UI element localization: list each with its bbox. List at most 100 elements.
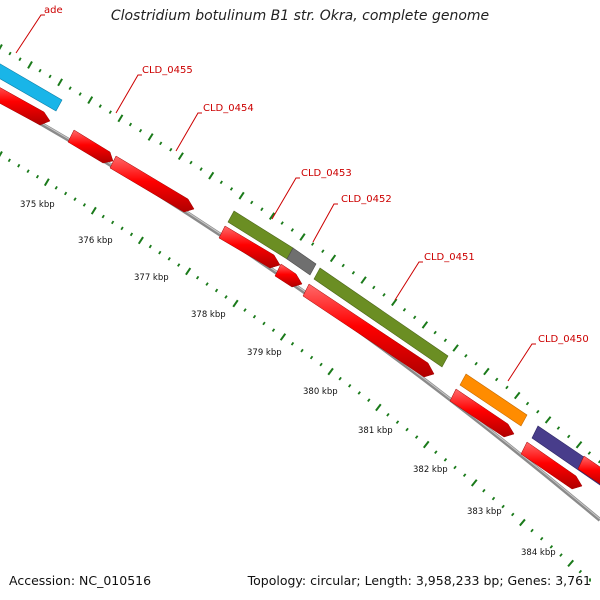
- tick-label: 378 kbp: [191, 310, 226, 320]
- cds-arrow-CLD_0451[interactable]: [302, 283, 435, 378]
- major-tick: [238, 191, 245, 200]
- major-tick: [57, 78, 63, 87]
- minor-tick: [243, 308, 247, 312]
- minor-tick: [224, 295, 228, 299]
- cds-arrow-CLD_0450[interactable]: [449, 388, 515, 438]
- major-tick: [279, 333, 287, 341]
- gene-label-ade: ade: [44, 5, 63, 16]
- minor-tick: [453, 465, 457, 470]
- minor-tick: [98, 104, 102, 108]
- gene-labels: ade CLD_0455 CLD_0454 CLD_0453 CLD_0452 …: [44, 5, 589, 345]
- minor-tick: [433, 330, 437, 335]
- minor-tick: [501, 504, 505, 509]
- minor-tick: [300, 348, 304, 353]
- major-tick: [87, 96, 94, 105]
- minor-tick: [129, 232, 134, 237]
- minor-tick: [338, 376, 342, 381]
- minor-tick: [341, 263, 345, 268]
- minor-tick: [280, 221, 284, 225]
- major-tick: [575, 440, 583, 449]
- minor-tick: [167, 256, 171, 261]
- minor-tick: [78, 92, 82, 96]
- cds-arrow-CLD_0454[interactable]: [109, 155, 195, 213]
- cds-arrow-CLD_0452[interactable]: [274, 263, 303, 288]
- minor-tick: [73, 197, 77, 201]
- gene-label-CLD_0452: CLD_0452: [341, 194, 392, 205]
- minor-tick: [7, 158, 11, 163]
- major-tick: [513, 391, 521, 400]
- minor-tick: [8, 51, 12, 56]
- minor-tick: [505, 385, 509, 390]
- minor-tick: [38, 68, 42, 73]
- major-tick: [147, 133, 154, 141]
- minor-tick: [311, 242, 315, 246]
- gene-bar-CLD_0451[interactable]: [313, 267, 449, 368]
- minor-tick: [250, 200, 254, 205]
- minor-tick: [549, 545, 554, 549]
- genome-backbone: [0, 98, 600, 522]
- minor-tick: [511, 512, 515, 517]
- tick-label: 382 kbp: [413, 465, 448, 475]
- leader-ade: [15, 14, 45, 54]
- major-tick: [360, 276, 367, 284]
- minor-tick: [290, 228, 294, 232]
- cds-arrow-CLD_0455[interactable]: [67, 129, 114, 164]
- cds-arrow-CLD_0453[interactable]: [218, 225, 281, 269]
- cds-arrow-edge[interactable]: [577, 455, 600, 488]
- minor-tick: [462, 473, 467, 477]
- tick-label: 376 kbp: [78, 236, 113, 246]
- minor-tick: [386, 412, 390, 417]
- leader-CLD_0454: [175, 112, 202, 152]
- leader-CLD_0450: [507, 343, 536, 382]
- accession-text: Accession: NC_010516: [9, 573, 152, 588]
- minor-tick: [17, 163, 21, 168]
- major-tick: [375, 403, 382, 412]
- major-tick: [208, 171, 215, 180]
- major-tick: [0, 151, 3, 158]
- minor-tick: [395, 420, 400, 424]
- gene-bar-CLD_0450[interactable]: [459, 373, 528, 427]
- minor-tick: [177, 263, 181, 267]
- major-tick: [268, 212, 276, 220]
- minor-tick: [195, 275, 200, 280]
- cds-arrow-ade[interactable]: [0, 82, 51, 126]
- minor-tick: [35, 174, 40, 179]
- minor-tick: [348, 383, 352, 388]
- minor-tick: [414, 435, 419, 439]
- gene-bar-CLD_0453-tail[interactable]: [286, 247, 317, 276]
- minor-tick: [120, 226, 124, 231]
- tick-label: 380 kbp: [303, 387, 338, 397]
- minor-tick: [290, 341, 295, 346]
- minor-tick: [351, 270, 356, 275]
- major-tick: [391, 298, 398, 307]
- minor-tick: [482, 488, 486, 493]
- major-tick: [421, 321, 429, 329]
- minor-tick: [402, 307, 407, 312]
- cds-arrow-next[interactable]: [520, 441, 583, 490]
- tick-label: 381 kbp: [358, 426, 393, 436]
- minor-tick: [260, 207, 264, 212]
- major-tick: [185, 267, 192, 276]
- major-tick: [519, 518, 526, 527]
- major-tick: [567, 559, 575, 568]
- minor-tick: [434, 450, 438, 454]
- leader-CLD_0452: [312, 203, 338, 243]
- minor-tick: [443, 457, 448, 462]
- minor-tick: [474, 361, 478, 366]
- minor-tick: [64, 191, 68, 196]
- gene-bar-ade[interactable]: [0, 58, 63, 112]
- minor-tick: [252, 314, 257, 319]
- minor-tick: [18, 57, 22, 62]
- gene-label-CLD_0454: CLD_0454: [203, 103, 254, 114]
- major-tick: [0, 44, 3, 51]
- tick-label: 384 kbp: [521, 548, 556, 558]
- gene-type-bars: [0, 58, 600, 486]
- minor-tick: [159, 141, 163, 146]
- major-tick: [27, 60, 33, 69]
- minor-tick: [367, 398, 371, 402]
- minor-tick: [559, 553, 563, 557]
- minor-tick: [412, 315, 417, 320]
- minor-tick: [525, 401, 530, 406]
- label-leaders: [15, 14, 536, 382]
- minor-tick: [494, 377, 499, 382]
